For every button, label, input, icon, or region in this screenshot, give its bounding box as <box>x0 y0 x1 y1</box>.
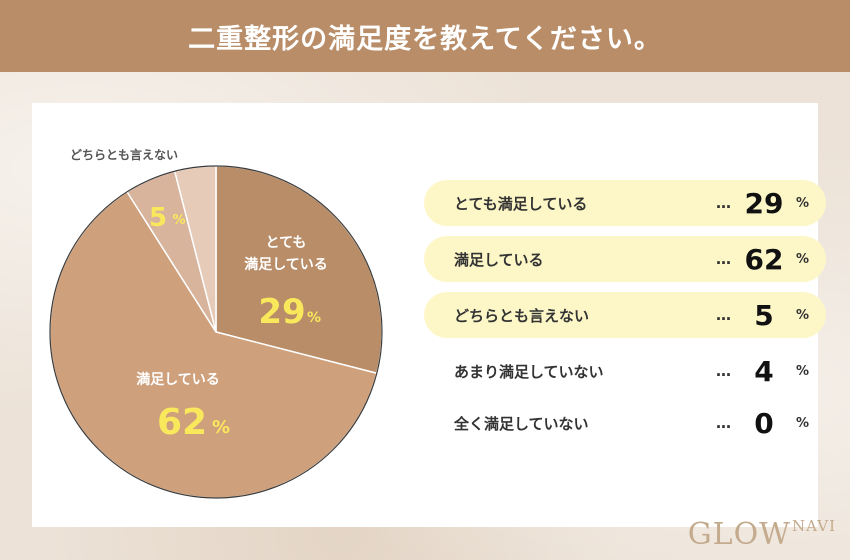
legend-value: 62 <box>744 242 784 276</box>
slice-percent-satisfied: % <box>212 417 230 438</box>
logo-small-text: NAVI <box>792 517 836 535</box>
legend-dots: … <box>716 362 732 380</box>
legend-dots: … <box>716 306 732 324</box>
legend-value: 29 <box>744 186 784 220</box>
slice-percent-neutral: % <box>172 213 185 228</box>
legend-value: 5 <box>754 298 774 332</box>
brand-logo: GLOWNAVI <box>688 517 836 552</box>
legend-value: 0 <box>754 406 774 440</box>
legend-percent: % <box>796 415 810 431</box>
legend-label: 満足している <box>454 250 544 269</box>
legend-value: 4 <box>754 354 774 388</box>
logo-main-text: GLOW <box>687 517 792 552</box>
slice-percent-very-satisfied: % <box>307 310 321 326</box>
slice-value-neutral: 5 <box>149 203 167 233</box>
pie-outline <box>49 165 383 499</box>
legend-dots: … <box>716 194 732 212</box>
legend-dots: … <box>716 414 732 432</box>
legend-label: とても満足している <box>454 194 588 213</box>
legend-label: 全く満足していない <box>454 414 589 433</box>
legend-row-not-very-satisfied: あまり満足していない … 4 % <box>424 348 826 394</box>
legend-label: どちらとも言えない <box>454 306 590 325</box>
title-banner: 二重整形の満足度を教えてください。 <box>0 0 850 72</box>
legend-row-very-satisfied: とても満足している … 29 % <box>424 180 826 226</box>
callout-neutral: どちらとも言えない <box>70 147 178 162</box>
chart-card: とても 満足している 29% 満足している 62% 5% どちらとも言えない とても満足して… <box>32 103 826 527</box>
slice-label-very-satisfied-line2: 満足している <box>244 256 328 273</box>
legend-dots: … <box>716 250 732 268</box>
slice-value-very-satisfied: 29 <box>258 292 305 332</box>
pie-chart: とても満足している 29 % 満足している 62 % 5 % どちらとも言えない <box>49 147 383 499</box>
legend-label: あまり満足していない <box>454 362 604 381</box>
slice-label-very-satisfied-line1: とても <box>266 235 307 251</box>
slice-label-satisfied: 満足している <box>136 371 220 388</box>
page-title: 二重整形の満足度を教えてください。 <box>188 23 662 55</box>
legend-percent: % <box>796 195 810 211</box>
legend-row-satisfied: 満足している … 62 % <box>424 236 826 282</box>
slice-value-satisfied: 62 <box>157 402 207 443</box>
legend-percent: % <box>796 251 810 267</box>
legend-percent: % <box>796 363 810 379</box>
legend-percent: % <box>796 307 810 323</box>
legend-row-not-satisfied-at-all: 全く満足していない … 0 % <box>424 400 826 446</box>
legend-row-neutral: どちらとも言えない … 5 % <box>424 292 826 338</box>
